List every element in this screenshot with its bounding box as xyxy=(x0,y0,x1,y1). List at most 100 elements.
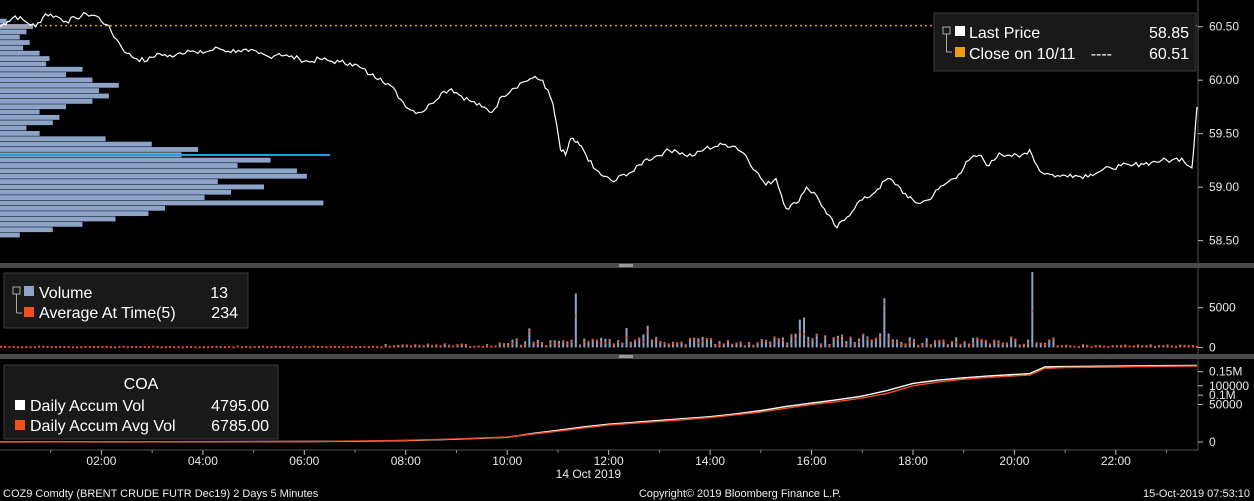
average-at-time-marker xyxy=(181,346,184,349)
volume-bar xyxy=(1035,342,1038,348)
average-at-time-marker xyxy=(684,345,687,348)
price-tick-label: 60.50 xyxy=(1209,20,1239,34)
average-at-time-marker xyxy=(0,345,2,348)
average-at-time-marker xyxy=(177,346,180,349)
volume-bar xyxy=(701,336,704,348)
average-at-time-marker xyxy=(418,344,421,347)
volume-label: Volume xyxy=(39,285,92,302)
average-at-time-marker xyxy=(169,345,172,348)
separator-grip-icon-2[interactable] xyxy=(619,355,633,358)
average-at-time-marker xyxy=(849,336,852,339)
average-at-time-marker xyxy=(274,345,277,348)
volume-bar xyxy=(832,337,835,348)
profile-bar xyxy=(0,109,40,115)
profile-bar xyxy=(0,147,198,152)
profile-bar xyxy=(0,120,53,126)
price-legend[interactable]: Last Price 58.85 Close on 10/11 ---- 60.… xyxy=(933,12,1197,72)
average-at-time-marker xyxy=(1145,345,1148,348)
average-at-time-marker xyxy=(397,345,400,348)
average-at-time-marker xyxy=(4,345,7,348)
average-at-time-marker xyxy=(422,345,425,348)
average-at-time-marker xyxy=(604,342,607,345)
average-at-time-marker xyxy=(84,345,87,348)
average-at-time-marker xyxy=(228,345,231,348)
average-at-time-marker xyxy=(1065,344,1068,347)
average-at-time-marker xyxy=(1183,344,1186,347)
average-at-time-marker xyxy=(342,346,345,349)
average-at-time-marker xyxy=(760,339,763,342)
average-at-time-marker xyxy=(109,346,112,349)
average-at-time-marker xyxy=(38,345,41,348)
axis-labels: 60.5060.0059.5059.0058.50500000.15M10000… xyxy=(50,20,1249,481)
volume-bar xyxy=(460,344,463,348)
average-at-time-marker xyxy=(866,337,869,340)
average-at-time-marker xyxy=(439,345,442,348)
accum-legend[interactable]: COA Daily Accum Vol 4795.00 Daily Accum … xyxy=(3,364,279,440)
average-at-time-marker xyxy=(900,344,903,347)
average-at-time-marker xyxy=(541,342,544,345)
average-at-time-marker xyxy=(1094,344,1097,347)
average-at-time-marker xyxy=(118,345,121,348)
average-at-time-marker xyxy=(963,341,966,344)
average-at-time-marker xyxy=(185,346,188,349)
average-at-time-marker xyxy=(769,342,772,345)
average-at-time-marker xyxy=(638,337,641,340)
average-at-time-marker xyxy=(1035,342,1038,345)
volume-bar xyxy=(993,339,996,348)
average-at-time-marker xyxy=(1132,345,1135,348)
average-at-time-marker xyxy=(591,338,594,341)
average-at-time-marker xyxy=(1175,346,1178,349)
average-at-time-marker xyxy=(553,342,556,345)
volume-bar xyxy=(650,340,653,348)
volume-legend-box xyxy=(3,272,249,329)
average-at-time-marker xyxy=(494,345,497,348)
average-at-time-marker xyxy=(173,346,176,349)
avg-at-time-label: Average At Time(5) xyxy=(39,305,176,322)
average-at-time-marker xyxy=(676,342,679,345)
volume-bar xyxy=(731,344,734,348)
average-at-time-marker xyxy=(912,340,915,343)
separator-grip-icon[interactable] xyxy=(619,264,633,267)
average-at-time-marker xyxy=(1082,343,1085,346)
average-at-time-marker xyxy=(883,302,886,305)
average-at-time-marker xyxy=(477,345,480,348)
volume-bar xyxy=(659,341,662,348)
volume-bar xyxy=(824,335,827,348)
profile-bar xyxy=(0,24,33,29)
volume-bar xyxy=(688,338,691,348)
volume-bar xyxy=(984,340,987,348)
accum-tick-label: 0.1M xyxy=(1209,388,1236,402)
average-at-time-marker xyxy=(781,339,784,342)
average-at-time-marker xyxy=(448,345,451,348)
average-at-time-marker xyxy=(528,330,531,333)
average-at-time-marker xyxy=(380,346,383,349)
volume-bar xyxy=(1005,342,1008,348)
avg-at-time-value: 234 xyxy=(211,305,238,322)
average-at-time-marker xyxy=(236,345,239,348)
average-at-time-marker xyxy=(211,346,214,349)
volume-legend[interactable]: Volume 13 Average At Time(5) 234 xyxy=(3,272,249,329)
volume-bar xyxy=(655,337,658,348)
average-at-time-marker xyxy=(456,344,459,347)
average-at-time-marker xyxy=(1048,339,1051,342)
average-at-time-marker xyxy=(1086,344,1089,347)
average-at-time-marker xyxy=(1111,345,1114,348)
volume-tick-label: 5000 xyxy=(1209,301,1236,315)
average-at-time-marker xyxy=(97,345,100,348)
average-at-time-marker xyxy=(858,341,861,344)
volume-bar xyxy=(1010,336,1013,348)
average-at-time-marker xyxy=(1141,345,1144,348)
volume-bar xyxy=(891,339,894,348)
average-at-time-marker xyxy=(663,342,666,345)
average-at-time-marker xyxy=(131,346,134,349)
average-at-time-marker xyxy=(794,338,797,341)
volume-bar xyxy=(912,338,915,348)
profile-bar xyxy=(0,184,264,190)
profile-bar xyxy=(0,141,152,147)
average-at-time-marker xyxy=(951,340,954,343)
average-at-time-marker xyxy=(672,342,675,345)
volume-bar xyxy=(532,341,535,348)
average-at-time-marker xyxy=(739,342,742,345)
average-at-time-marker xyxy=(122,345,125,348)
